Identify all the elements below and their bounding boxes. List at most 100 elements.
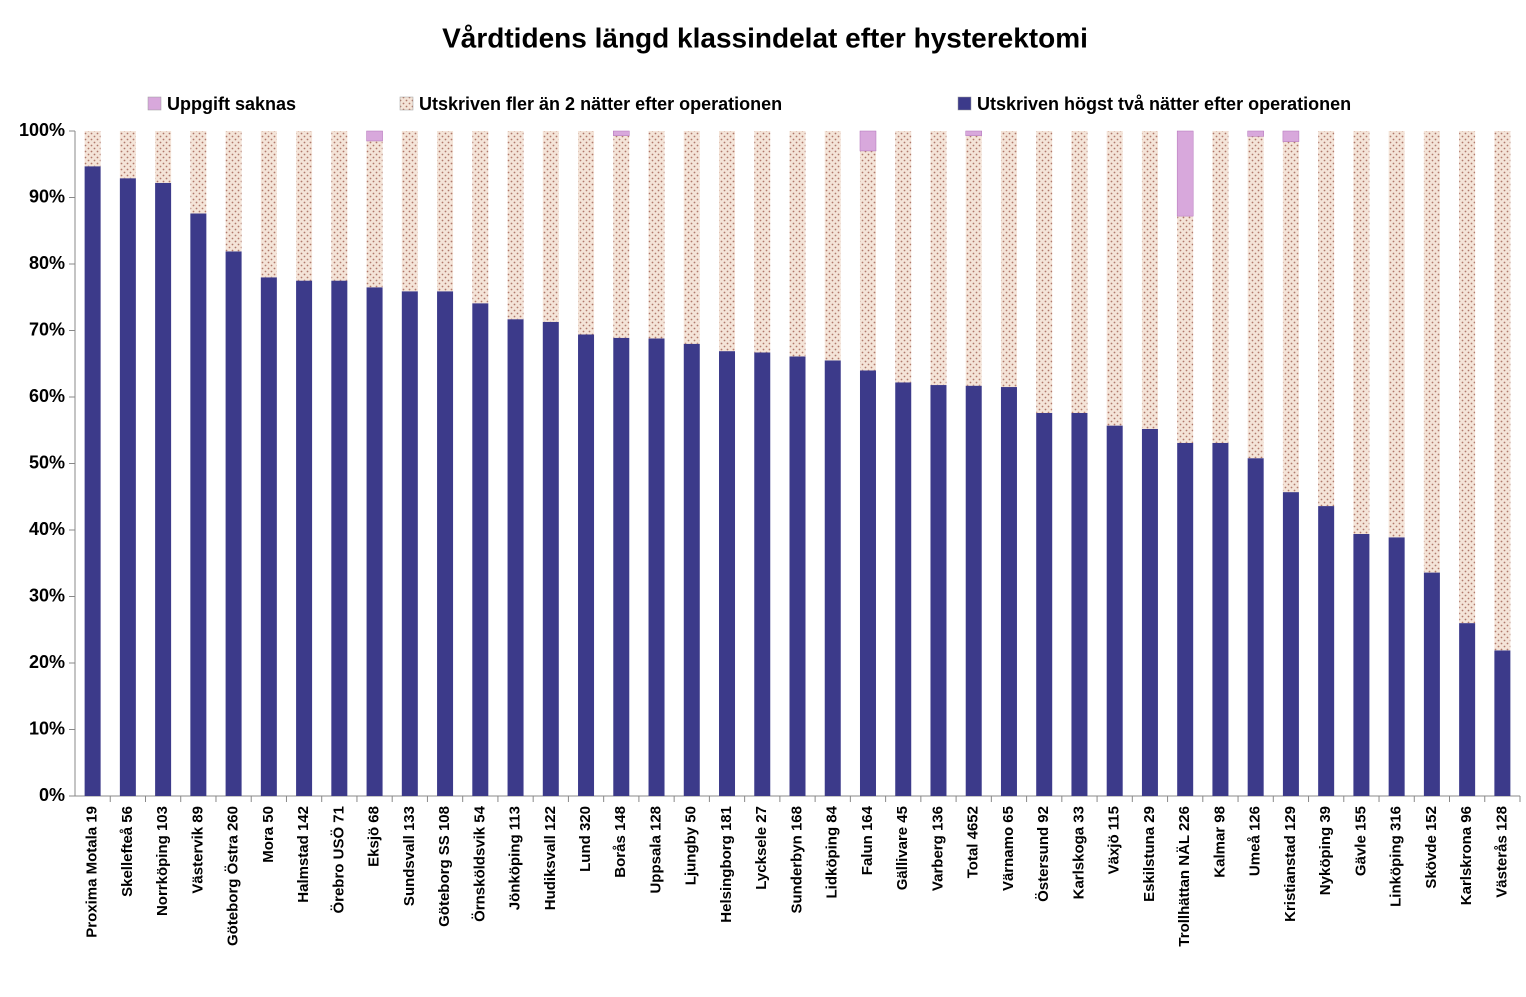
x-tick-label: Värnamo 65	[1000, 806, 1017, 891]
bar-segment	[895, 382, 912, 796]
bar-segment	[859, 370, 876, 796]
bar-segment	[859, 150, 876, 371]
x-tick-label: Eksjö 68	[366, 806, 383, 867]
bar-segment	[225, 131, 242, 252]
x-tick-label: Sunderbyn 168	[788, 806, 805, 914]
bar-segment	[648, 131, 665, 339]
bar-segment	[1036, 412, 1053, 796]
bar-segment	[719, 351, 736, 796]
bar-segment	[190, 131, 207, 214]
bar-segment	[824, 131, 841, 361]
x-tick-label: Göteborg SS 108	[436, 806, 453, 927]
bar-segment	[1494, 650, 1511, 796]
bar-segment	[1494, 131, 1511, 651]
bar-segment	[1423, 131, 1440, 573]
x-tick-label: Eskilstuna 29	[1141, 806, 1158, 902]
x-tick-label: Hudiksvall 122	[542, 806, 559, 910]
bar-segment	[1106, 425, 1123, 796]
bar-segment	[1036, 131, 1053, 413]
bar-segment	[119, 131, 136, 179]
x-tick-label: Sundsvall 133	[401, 806, 418, 906]
x-tick-label: Mora 50	[260, 806, 277, 863]
x-tick-label: Gävle 155	[1352, 806, 1369, 876]
bar-segment	[190, 213, 207, 796]
bar-segment	[1282, 130, 1300, 142]
x-tick-label: Växjö 115	[1106, 806, 1123, 874]
bar-segment	[1247, 136, 1264, 459]
bar-segment	[683, 131, 700, 344]
bar-segment	[507, 131, 524, 320]
bar-segment	[824, 360, 841, 796]
x-tick-label: Proxima Motala 19	[84, 806, 101, 938]
x-tick-label: Uppsala 128	[647, 806, 664, 894]
bar-segment	[683, 343, 700, 796]
x-tick-label: Helsingborg 181	[718, 806, 735, 923]
bar-segment	[1106, 131, 1123, 426]
x-tick-label: Norrköping 103	[154, 806, 171, 916]
bar-segment	[1000, 131, 1017, 388]
bar-segment	[895, 131, 912, 383]
bar-segment	[1141, 428, 1158, 796]
bar-segment	[648, 338, 665, 796]
y-tick-label: 90%	[29, 186, 65, 206]
x-tick-label: Lycksele 27	[753, 806, 770, 890]
x-tick-label: Västervik 89	[189, 806, 206, 894]
bar-segment	[542, 131, 559, 322]
bar-segment	[1353, 533, 1370, 796]
bar-segment	[859, 130, 877, 152]
x-tick-label: Gällivare 45	[894, 806, 911, 890]
x-tick-label: Skövde 152	[1423, 806, 1440, 889]
bar-segment	[578, 131, 595, 335]
bar-segment	[1388, 131, 1405, 538]
bar-segment	[754, 352, 771, 796]
bar-segment	[1388, 537, 1405, 796]
y-tick-label: 0%	[39, 785, 65, 805]
x-tick-label: Karlskrona 96	[1458, 806, 1475, 905]
x-tick-label: Kalmar 98	[1211, 806, 1228, 878]
bar-segment	[613, 135, 630, 338]
y-tick-label: 40%	[29, 519, 65, 539]
bar-segment	[1353, 131, 1370, 534]
x-tick-label: Borås 148	[612, 806, 629, 878]
bar-segment	[84, 131, 101, 167]
bar-segment	[754, 131, 771, 353]
bar-segment	[578, 334, 595, 796]
x-tick-label: Nyköping 39	[1317, 806, 1334, 895]
legend-swatch	[147, 96, 162, 111]
bar-segment	[1459, 623, 1476, 796]
y-tick-label: 60%	[29, 386, 65, 406]
bar-segment	[1247, 130, 1264, 137]
y-tick-label: 70%	[29, 319, 65, 339]
legend-swatch	[957, 96, 972, 111]
y-tick-label: 30%	[29, 585, 65, 605]
legend-label: Utskriven högst två nätter efter operati…	[977, 94, 1351, 114]
x-tick-label: Västerås 128	[1493, 806, 1510, 898]
x-tick-label: Lund 320	[577, 806, 594, 872]
bar-segment	[260, 277, 277, 796]
bar-segment	[965, 130, 982, 136]
bar-segment	[1212, 131, 1229, 443]
bar-segment	[930, 385, 947, 796]
bar-segment	[437, 131, 454, 292]
y-tick-label: 20%	[29, 652, 65, 672]
bar-segment	[119, 178, 136, 797]
bar-segment	[366, 140, 383, 288]
bar-segment	[1282, 141, 1299, 493]
x-tick-label: Jönköping 113	[507, 806, 524, 910]
x-tick-label: Total 4652	[965, 806, 982, 878]
bar-segment	[613, 130, 630, 136]
x-tick-label: Linköping 316	[1388, 806, 1405, 907]
bar-segment	[155, 182, 172, 796]
x-tick-label: Karlskoga 33	[1070, 806, 1087, 899]
bar-segment	[1071, 412, 1088, 796]
bar-segment	[1071, 131, 1088, 413]
x-tick-label: Varberg 136	[929, 806, 946, 891]
bar-segment	[613, 337, 630, 796]
bar-segment	[1318, 131, 1335, 507]
x-tick-label: Kristianstad 129	[1282, 806, 1299, 922]
x-tick-label: Östersund 92	[1035, 806, 1052, 902]
bar-segment	[1318, 506, 1335, 796]
x-tick-label: Umeå 126	[1247, 806, 1264, 876]
legend-label: Uppgift saknas	[167, 94, 296, 114]
